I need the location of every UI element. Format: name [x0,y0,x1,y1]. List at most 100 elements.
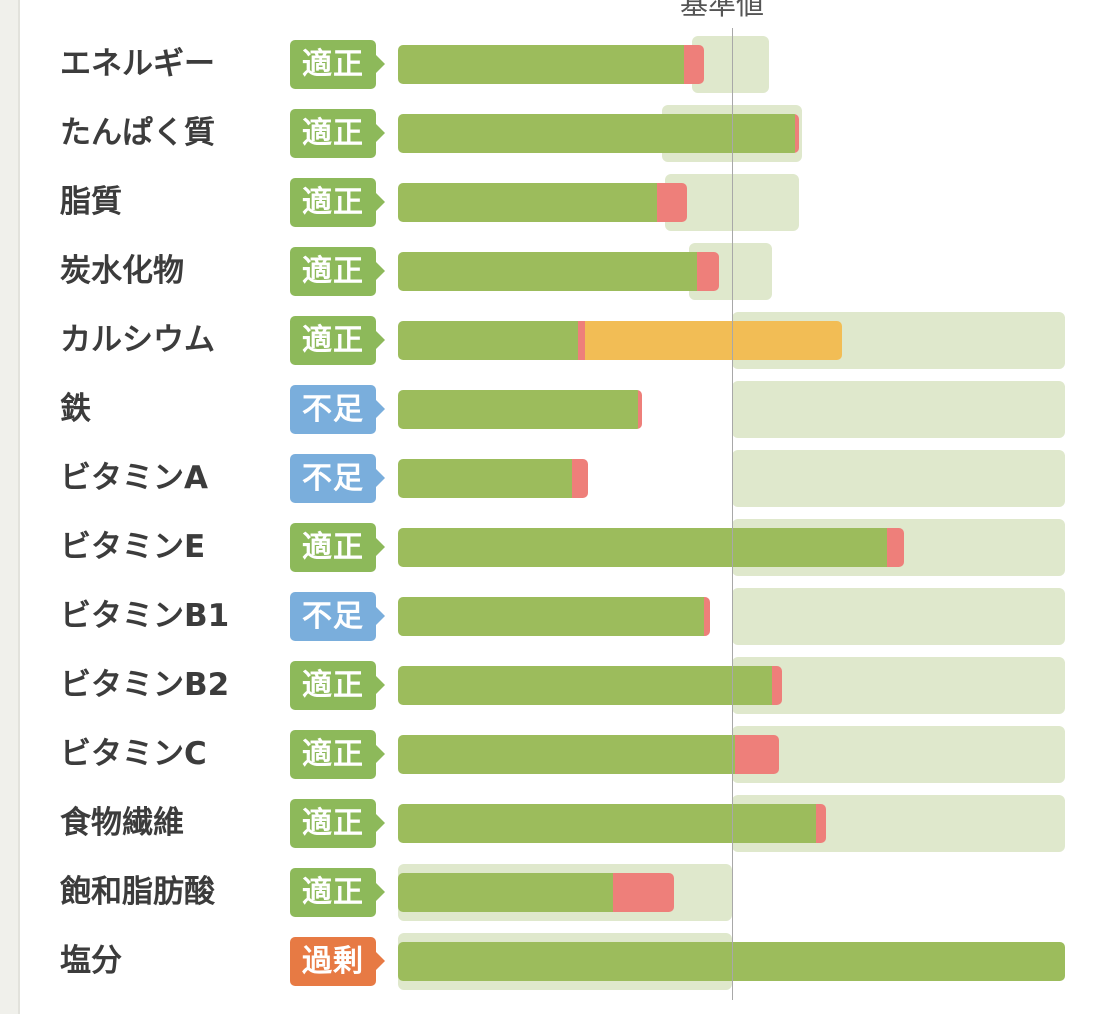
bar-segment-base [398,597,704,636]
bar-segment-extra [703,597,711,636]
status-badge: 適正 [290,316,385,365]
nutrient-label: たんぱく質 [60,115,215,151]
nutrient-label: カルシウム [60,322,215,358]
reference-label: 基準値 [680,0,765,21]
status-badge-text: 適正 [302,185,364,220]
chart-row: 飽和脂肪酸 適正 [0,858,1096,927]
status-badge-text: 適正 [302,530,364,565]
intake-bar [398,114,799,153]
target-range [732,726,1065,783]
chart-row: 塩分 過剰 [0,927,1096,996]
intake-bar [398,459,589,498]
nutrient-label: ビタミンB1 [60,598,230,634]
status-badge-text: 過剰 [302,944,364,979]
intake-bar [398,321,843,360]
bar-segment-base [398,390,639,429]
status-badge: 適正 [290,247,385,296]
chart-row: 炭水化物 適正 [0,237,1096,306]
nutrient-label: 塩分 [60,943,122,979]
bar-segment-extra [613,873,674,912]
status-badge-text: 不足 [302,392,364,427]
target-range [732,450,1065,507]
status-badge: 適正 [290,730,385,779]
intake-bar [398,735,779,774]
status-badge-text: 不足 [302,461,364,496]
intake-bar [398,390,642,429]
nutrient-label: 鉄 [60,391,91,427]
bar-segment-base [398,666,773,705]
bar-segment-extra [815,804,826,843]
bar-segment-extra [772,666,783,705]
status-badge-text: 適正 [302,668,364,703]
intake-bar [398,666,783,705]
nutrient-label: 飽和脂肪酸 [60,874,215,910]
nutrient-label: 食物繊維 [60,805,184,841]
target-range [732,588,1065,645]
chart-row: ビタミンB2 適正 [0,651,1096,720]
bar-segment-base [398,942,1065,981]
nutrient-label: 炭水化物 [60,253,184,289]
status-badge-text: 適正 [302,875,364,910]
bar-segment-extra [638,390,642,429]
status-badge-text: 適正 [302,47,364,82]
status-badge: 過剰 [290,937,385,986]
bar-segment-base [398,873,614,912]
status-badge: 適正 [290,40,385,89]
bar-segment-extra [887,528,904,567]
nutrient-label: エネルギー [60,46,215,82]
chart-row: ビタミンA 不足 [0,444,1096,513]
chart-row: ビタミンC 適正 [0,720,1096,789]
bar-segment-base [398,45,684,84]
bar-segment-base [398,114,796,153]
bar-segment-base [398,321,579,360]
nutrient-label: ビタミンC [60,736,207,772]
status-badge-text: 適正 [302,806,364,841]
status-badge: 適正 [290,523,385,572]
target-range [665,174,799,231]
bar-segment-extra [795,114,799,153]
status-badge: 適正 [290,799,385,848]
intake-bar [398,252,719,291]
status-badge: 適正 [290,109,385,158]
chart-row: 鉄 不足 [0,375,1096,444]
chart-row: 食物繊維 適正 [0,789,1096,858]
status-badge: 不足 [290,385,385,434]
status-badge: 不足 [290,592,385,641]
status-badge-text: 不足 [302,599,364,634]
bar-segment-extra [656,183,687,222]
target-range [732,381,1065,438]
intake-bar [398,942,1065,981]
status-badge-text: 適正 [302,254,364,289]
intake-bar [398,45,704,84]
chart-row: ビタミンB1 不足 [0,582,1096,651]
status-badge: 不足 [290,454,385,503]
chart-row: たんぱく質 適正 [0,99,1096,168]
status-badge: 適正 [290,661,385,710]
bar-segment-base [398,528,888,567]
bar-segment-extra [735,735,779,774]
chart-row: 脂質 適正 [0,168,1096,237]
bar-segment-extra [578,321,586,360]
status-badge-text: 適正 [302,116,364,151]
bar-segment-base [398,459,572,498]
chart-row: ビタミンE 適正 [0,513,1096,582]
status-badge-text: 適正 [302,737,364,772]
nutrient-label: ビタミンA [60,460,208,496]
chart-row: カルシウム 適正 [0,306,1096,375]
bar-segment-extra [683,45,704,84]
nutrient-label: ビタミンB2 [60,667,230,703]
target-range [732,657,1065,714]
intake-bar [398,183,687,222]
chart-row: エネルギー 適正 [0,30,1096,99]
status-badge-text: 適正 [302,323,364,358]
bar-segment-extra [571,459,589,498]
status-badge: 適正 [290,178,385,227]
target-range [691,36,769,93]
bar-segment-supplement [585,321,843,360]
bar-segment-extra [696,252,719,291]
bar-segment-base [398,735,736,774]
nutrient-label: ビタミンE [60,529,206,565]
status-badge: 適正 [290,868,385,917]
sidebar-edge [0,0,20,1014]
